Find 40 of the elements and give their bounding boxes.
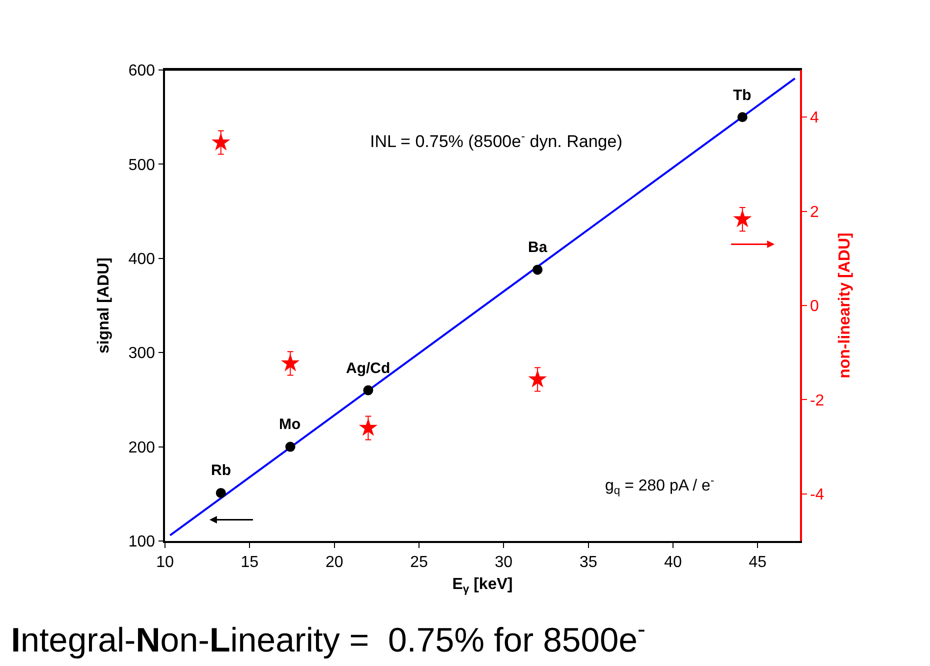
point: [280, 354, 300, 372]
x-tick-label: 15: [240, 554, 259, 571]
y-tick-label: 100: [128, 534, 156, 551]
x-axis-title: E$_{γ}$ [keV]: [452, 576, 513, 596]
point: [216, 488, 226, 498]
y2-tick-label: 0: [810, 298, 819, 316]
y2-tick-label: 4: [810, 110, 819, 127]
point: [528, 370, 547, 388]
point: [212, 132, 230, 150]
x-tick-label: 25: [410, 554, 428, 571]
y2-axis-title: non-linearity [ADU]: [836, 232, 854, 378]
x-tick-label: 35: [579, 554, 598, 571]
y-tick-label: 400: [128, 251, 156, 268]
x-tick-label: 30: [494, 554, 513, 571]
point: [358, 418, 378, 436]
y-tick-label: 300: [128, 345, 156, 362]
annotation: Mo: [279, 416, 301, 433]
annotation: Ba: [528, 239, 548, 256]
y-tick-label: 500: [128, 156, 156, 174]
annotation: INL = 0.75% (8500e$^{-}$ dyn. Range): [370, 129, 622, 152]
annotation: Rb: [211, 462, 231, 479]
y-tick-label: 200: [128, 439, 156, 456]
y2-tick-label: 2: [810, 204, 819, 221]
text: Integral-Non-Linearity = 0.75% for 8500e$^{-}$: [11, 616, 646, 660]
point: [285, 442, 296, 452]
point: [733, 210, 752, 228]
y2-tick-label: -2: [810, 392, 824, 410]
y-axis-title: signal [ADU]: [96, 258, 113, 354]
point: [737, 112, 748, 122]
point: [363, 385, 374, 396]
x-tick-label: 45: [748, 554, 767, 571]
y-tick-label: 600: [128, 62, 156, 80]
annotation: Tb: [733, 87, 752, 104]
annotation: g$_{q}$ = 280 pA / e$^{-}$: [605, 475, 714, 498]
y2-tick-label: -4: [810, 486, 824, 504]
x-tick-label: 40: [664, 554, 682, 571]
x-tick-label: 20: [325, 554, 344, 571]
x-tick-label: 10: [156, 554, 174, 571]
annotation: Ag/Cd: [346, 360, 390, 377]
point: [532, 264, 543, 275]
